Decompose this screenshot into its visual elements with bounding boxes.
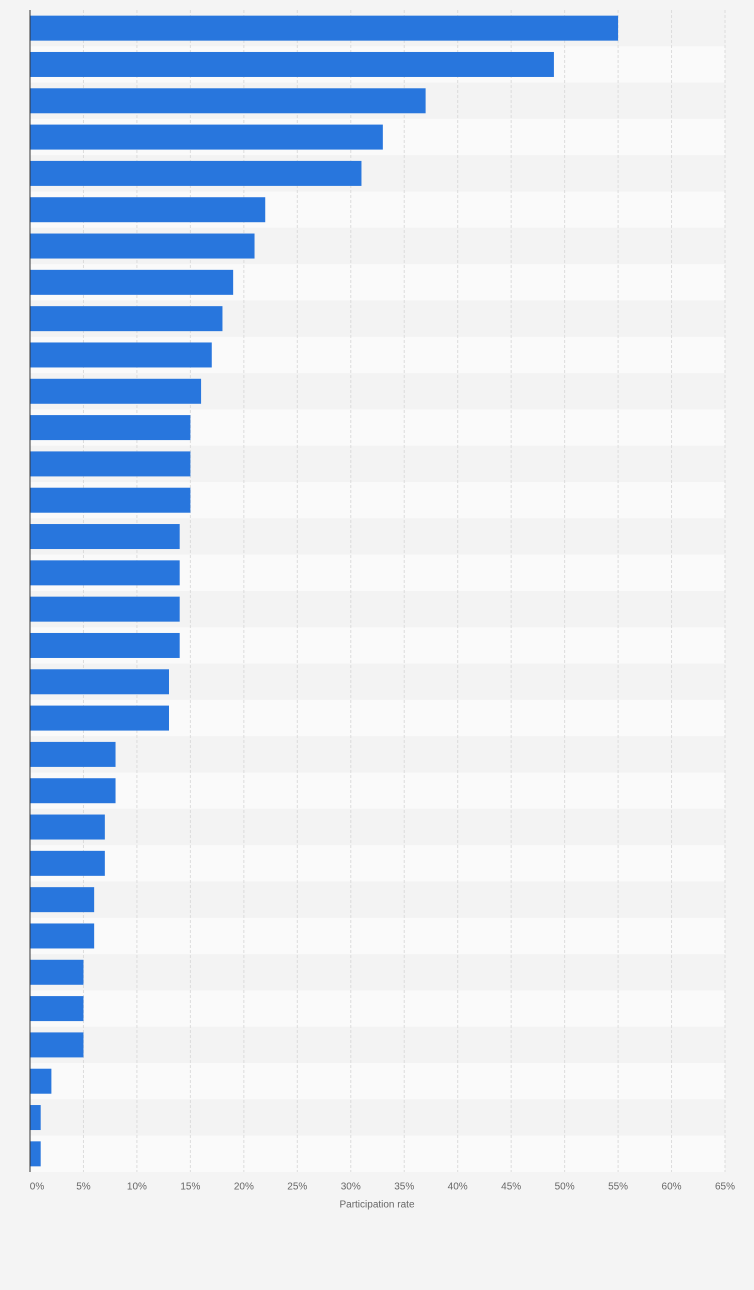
bar	[30, 705, 169, 731]
row-stripe	[30, 954, 725, 991]
bar	[30, 996, 84, 1022]
bar	[30, 596, 180, 622]
row-stripe	[30, 1026, 725, 1064]
x-tick-label: 0%	[30, 1182, 45, 1193]
bar	[30, 959, 84, 985]
row-stripe	[30, 1063, 725, 1100]
x-tick-label: 20%	[234, 1182, 254, 1193]
bar	[30, 124, 383, 150]
bar	[30, 451, 191, 477]
bar	[30, 378, 202, 404]
row-stripe	[30, 845, 725, 882]
row-stripe	[30, 1099, 725, 1136]
x-tick-label: 50%	[555, 1182, 575, 1193]
bar	[30, 887, 95, 913]
bar	[30, 1032, 84, 1058]
bar	[30, 814, 105, 840]
x-tick-label: 35%	[394, 1182, 414, 1193]
bar	[30, 15, 619, 41]
bar	[30, 923, 95, 949]
bar	[30, 160, 362, 186]
bar	[30, 233, 255, 259]
bar	[30, 88, 426, 114]
bar	[30, 560, 180, 586]
bar	[30, 415, 191, 441]
row-stripe	[30, 917, 725, 955]
x-tick-label: 65%	[715, 1182, 735, 1193]
bar	[30, 524, 180, 550]
x-tick-label: 40%	[448, 1182, 468, 1193]
x-tick-label: 45%	[501, 1182, 521, 1193]
bar	[30, 269, 234, 295]
bar	[30, 669, 169, 695]
x-tick-label: 15%	[180, 1182, 200, 1193]
row-stripe	[30, 772, 725, 809]
x-tick-label: 10%	[127, 1182, 147, 1193]
row-stripe	[30, 1135, 725, 1172]
bar	[30, 487, 191, 513]
bar	[30, 741, 116, 767]
bar	[30, 1141, 41, 1167]
bar	[30, 197, 266, 223]
x-axis-label: Participation rate	[339, 1200, 414, 1211]
row-stripe	[30, 990, 725, 1027]
bar	[30, 850, 105, 876]
x-tick-label: 25%	[287, 1182, 307, 1193]
x-tick-label: 30%	[341, 1182, 361, 1193]
row-stripe	[30, 808, 725, 846]
bar	[30, 306, 223, 332]
bar	[30, 1105, 41, 1131]
row-stripe	[30, 736, 725, 773]
bar	[30, 51, 554, 77]
bar	[30, 342, 212, 368]
bar	[30, 1068, 52, 1094]
bar	[30, 632, 180, 658]
row-stripe	[30, 881, 725, 918]
x-tick-label: 60%	[662, 1182, 682, 1193]
x-tick-label: 5%	[76, 1182, 91, 1193]
x-tick-label: 55%	[608, 1182, 628, 1193]
bar	[30, 778, 116, 804]
